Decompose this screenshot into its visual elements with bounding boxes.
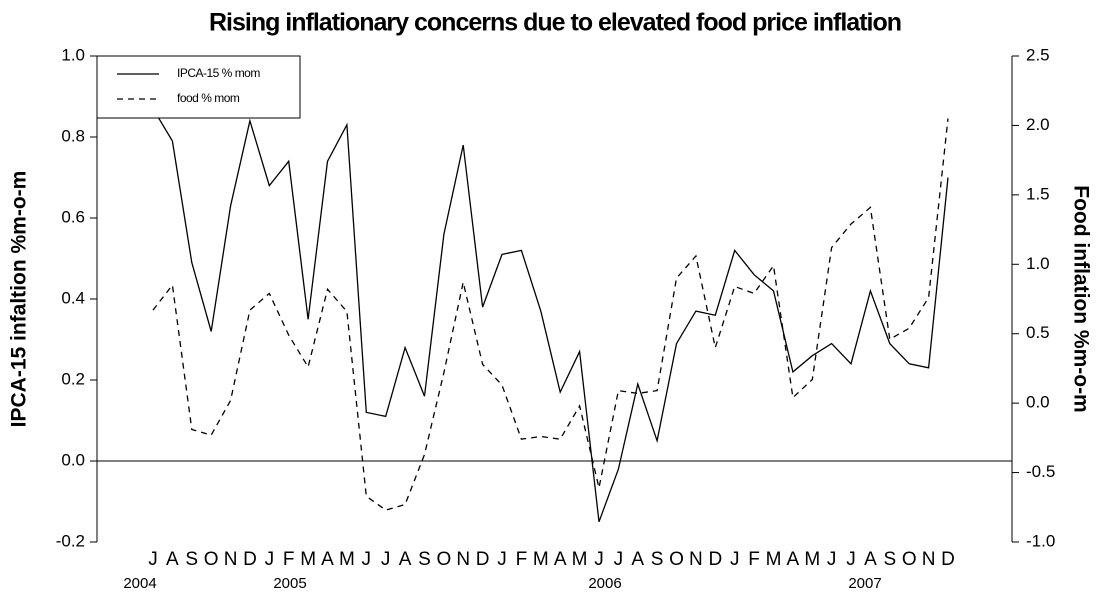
x-group-label: 2006 — [588, 575, 621, 592]
x-tick-label: S — [185, 549, 198, 570]
x-tick-label: A — [631, 549, 644, 570]
series-line — [152, 108, 949, 523]
y-tick-label: 0.0 — [61, 450, 85, 469]
series-line — [152, 118, 949, 511]
x-tick-label: A — [321, 549, 334, 570]
y2-tick-label: 0.5 — [1026, 323, 1050, 342]
x-tick-label: J — [594, 549, 604, 570]
x-tick-label: M — [533, 549, 549, 570]
x-tick-label: M — [339, 549, 355, 570]
x-tick-label: O — [204, 549, 219, 570]
x-tick-label: F — [283, 549, 295, 570]
x-tick-label: J — [730, 549, 740, 570]
x-tick-label: F — [748, 549, 760, 570]
y-tick-label: 0.4 — [61, 288, 85, 307]
y-tick-label: 0.2 — [61, 369, 85, 388]
x-tick-label: J — [827, 549, 837, 570]
y-tick-label: 0.6 — [61, 207, 85, 226]
x-tick-label: O — [436, 549, 451, 570]
y2-axis-label: Food inflation %m-o-m — [1069, 185, 1092, 412]
x-tick-label: A — [554, 549, 567, 570]
x-tick-label: M — [804, 549, 820, 570]
x-tick-label: N — [456, 549, 470, 570]
x-tick-label: A — [864, 549, 877, 570]
x-tick-label: N — [224, 549, 238, 570]
x-tick-label: S — [883, 549, 896, 570]
y2-tick-label: -0.5 — [1026, 462, 1055, 481]
x-tick-label: M — [300, 549, 316, 570]
x-tick-label: D — [708, 549, 722, 570]
x-tick-label: J — [265, 549, 275, 570]
x-tick-label: J — [497, 549, 507, 570]
x-tick-label: A — [399, 549, 412, 570]
y2-tick-label: 2.5 — [1026, 45, 1050, 64]
legend-label: IPCA-15 % mom — [177, 66, 260, 80]
y2-tick-label: 0.0 — [1026, 393, 1050, 412]
x-tick-label: J — [846, 549, 856, 570]
x-tick-label: M — [572, 549, 588, 570]
x-group-label: 2007 — [848, 575, 881, 592]
y2-tick-label: 2.0 — [1026, 115, 1050, 134]
x-tick-label: J — [614, 549, 624, 570]
x-group-label: 2005 — [273, 575, 306, 592]
x-tick-label: D — [476, 549, 490, 570]
x-tick-label: S — [651, 549, 664, 570]
y2-tick-label: 1.5 — [1026, 184, 1050, 203]
y-tick-label: 1.0 — [61, 45, 85, 64]
x-tick-label: S — [418, 549, 431, 570]
x-tick-label: M — [766, 549, 782, 570]
y-axis-label: IPCA-15 infaltion %m-o-m — [8, 171, 31, 428]
y2-tick-label: 1.0 — [1026, 254, 1050, 273]
x-tick-label: N — [922, 549, 936, 570]
legend-box — [96, 55, 301, 119]
x-group-label: 2004 — [123, 575, 156, 592]
legend: IPCA-15 % mom food % mom — [96, 55, 301, 119]
x-tick-label: D — [243, 549, 257, 570]
y2-tick-label: -1.0 — [1026, 531, 1055, 550]
chart-title: Rising inflationary concerns due to elev… — [209, 9, 901, 37]
x-tick-label: J — [381, 549, 391, 570]
x-tick-label: D — [941, 549, 955, 570]
legend-label: food % mom — [177, 91, 240, 105]
x-tick-label: J — [148, 549, 158, 570]
x-tick-label: O — [669, 549, 684, 570]
x-tick-label: N — [689, 549, 703, 570]
y-tick-label: 0.8 — [61, 126, 85, 145]
x-tick-label: J — [362, 549, 372, 570]
x-tick-label: O — [902, 549, 917, 570]
x-tick-label: F — [516, 549, 528, 570]
x-tick-label: A — [787, 549, 800, 570]
y-tick-label: -0.2 — [56, 531, 85, 550]
x-tick-label: A — [166, 549, 179, 570]
